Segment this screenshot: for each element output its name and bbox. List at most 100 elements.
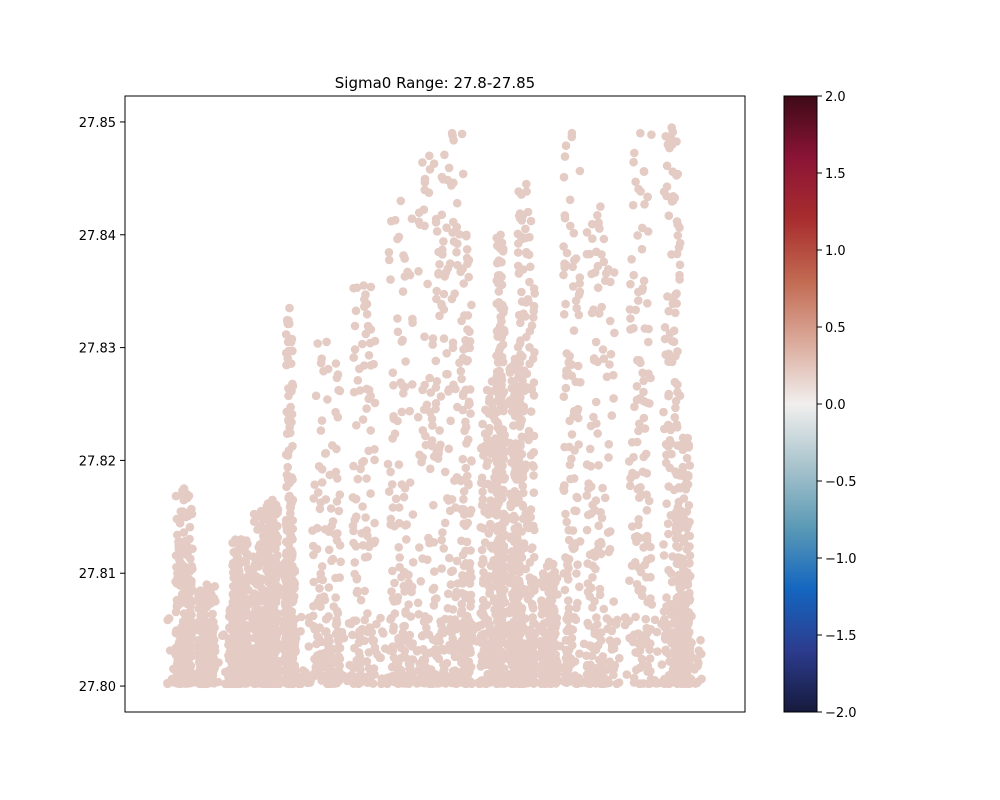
scatter-point <box>386 275 395 284</box>
scatter-point <box>599 679 609 689</box>
scatter-point <box>682 545 692 554</box>
scatter-point <box>414 267 423 276</box>
scatter-point <box>324 583 334 592</box>
scatter-point <box>563 575 573 584</box>
scatter-point <box>526 216 536 226</box>
scatter-point <box>281 330 291 339</box>
scatter-point <box>456 476 466 486</box>
scatter-point <box>358 541 368 550</box>
scatter-point <box>393 314 402 323</box>
scatter-point <box>331 671 341 681</box>
scatter-point <box>359 281 369 290</box>
scatter-point <box>316 426 326 435</box>
scatter-point <box>412 647 422 656</box>
scatter-point <box>514 465 523 474</box>
scatter-point <box>395 553 405 562</box>
scatter-point <box>646 594 655 603</box>
scatter-point <box>587 269 596 279</box>
scatter-point <box>592 613 601 622</box>
scatter-point <box>626 314 635 323</box>
scatter-point <box>249 552 258 561</box>
scatter-point <box>625 305 635 314</box>
scatter-point <box>561 553 570 562</box>
scatter-point <box>456 366 466 376</box>
scatter-point <box>521 224 530 234</box>
scatter-point <box>597 513 607 523</box>
scatter-point <box>457 374 466 384</box>
scatter-point <box>464 255 474 265</box>
scatter-point <box>438 528 447 537</box>
scatter-point <box>203 679 213 688</box>
scatter-point <box>283 462 293 472</box>
scatter-point <box>516 318 525 328</box>
scatter-point <box>208 609 217 619</box>
scatter-point <box>562 248 572 258</box>
scatter-point <box>482 385 492 395</box>
scatter-point <box>562 349 572 358</box>
scatter-point <box>482 461 491 471</box>
scatter-point <box>458 169 468 179</box>
scatter-point <box>440 518 450 528</box>
scatter-point <box>271 553 280 563</box>
scatter-point <box>600 493 610 503</box>
scatter-point <box>387 216 396 226</box>
scatter-point <box>591 496 601 505</box>
scatter-point <box>335 573 345 582</box>
scatter-point <box>583 510 593 520</box>
scatter-point <box>638 467 648 477</box>
scatter-point <box>272 631 282 641</box>
scatter-point <box>463 435 473 444</box>
scatter-point <box>281 658 290 668</box>
scatter-point <box>520 669 529 678</box>
scatter-point <box>449 217 458 227</box>
scatter-point <box>671 290 680 299</box>
scatter-point <box>451 384 460 394</box>
scatter-point <box>415 450 424 460</box>
scatter-point <box>478 419 487 429</box>
scatter-point <box>538 609 547 618</box>
scatter-point <box>328 441 337 450</box>
scatter-point <box>609 394 618 403</box>
scatter-point <box>228 538 237 548</box>
scatter-point <box>331 359 341 368</box>
scatter-point <box>437 535 447 545</box>
scatter-point <box>452 556 462 566</box>
scatter-point <box>444 163 454 173</box>
scatter-point <box>317 478 327 487</box>
scatter-point <box>525 277 534 287</box>
scatter-point <box>465 385 475 394</box>
scatter-point <box>683 580 693 589</box>
colorbar-tick-label: 2.0 <box>825 90 846 105</box>
scatter-point <box>634 563 644 573</box>
scatter-point <box>574 310 584 320</box>
scatter-point <box>595 584 605 594</box>
scatter-point <box>236 637 245 646</box>
scatter-point <box>661 647 671 657</box>
scatter-point <box>526 577 536 587</box>
scatter-point <box>428 441 437 451</box>
scatter-point <box>463 613 473 623</box>
scatter-point <box>174 678 184 687</box>
scatter-point <box>186 554 195 564</box>
scatter-point <box>572 303 581 313</box>
scatter-point <box>369 359 378 369</box>
scatter-point <box>432 594 441 603</box>
scatter-point <box>370 455 379 465</box>
scatter-point <box>609 370 618 380</box>
scatter-point <box>508 394 518 404</box>
scatter-point <box>631 177 640 187</box>
scatter-point <box>660 334 670 344</box>
scatter-point <box>635 419 644 429</box>
scatter-point <box>643 192 652 202</box>
scatter-point <box>564 563 573 573</box>
scatter-point <box>492 351 501 361</box>
scatter-point <box>485 640 494 649</box>
scatter-point <box>429 601 439 610</box>
scatter-point <box>380 676 389 686</box>
scatter-point <box>417 631 427 641</box>
scatter-point <box>664 357 673 367</box>
scatter-point <box>445 553 454 563</box>
scatter-point <box>496 542 505 552</box>
scatter-point <box>446 416 455 426</box>
scatter-point <box>522 383 532 392</box>
